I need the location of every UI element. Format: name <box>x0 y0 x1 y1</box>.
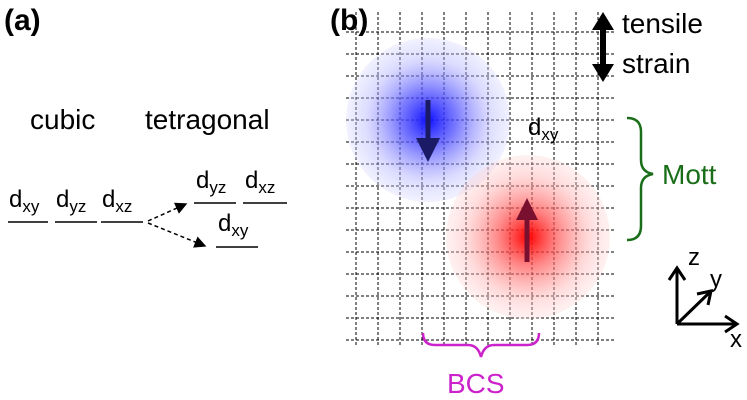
mott-label: Mott <box>662 159 717 190</box>
y-axis-head <box>696 289 713 306</box>
mott-brace <box>626 116 654 242</box>
z-axis-label: z <box>688 244 700 271</box>
spin-down-arrow <box>416 100 440 162</box>
cubic-dyz-orbital: dyz <box>56 186 87 216</box>
dashed-arrow-up <box>147 202 188 222</box>
tetragonal-dxy-orbital: dxy <box>218 210 249 240</box>
z-axis-head <box>667 265 687 281</box>
tetragonal-level-lines <box>194 202 287 248</box>
tetragonal-dyz-orbital: dyz <box>196 167 227 197</box>
strain-label: strain <box>622 48 691 79</box>
tetragonal-dxz-orbital: dxz <box>245 167 276 197</box>
x-axis-head <box>724 314 740 334</box>
panel-b-label: (b) <box>330 4 369 37</box>
spin-up-arrow <box>516 198 538 262</box>
splitting-arrows <box>147 202 207 248</box>
cubic-dxy-orbital: dxy <box>9 186 40 216</box>
bcs-label: BCS <box>447 368 505 399</box>
cubic-dxz-orbital: dxz <box>102 186 133 216</box>
dashed-arrow-down <box>147 222 207 248</box>
tetragonal-label: tetragonal <box>145 104 270 135</box>
tensile-label: tensile <box>622 8 703 39</box>
cubic-label: cubic <box>30 104 96 135</box>
y-axis <box>675 291 711 326</box>
dxy-orbital-label: dxy <box>528 114 559 144</box>
tensile-strain-arrow <box>592 12 614 82</box>
bcs-brace <box>421 332 541 358</box>
x-axis-label: x <box>730 326 742 353</box>
panel-a-label: (a) <box>4 4 41 37</box>
coordinate-axes <box>667 265 740 334</box>
y-axis-label: y <box>710 266 722 293</box>
